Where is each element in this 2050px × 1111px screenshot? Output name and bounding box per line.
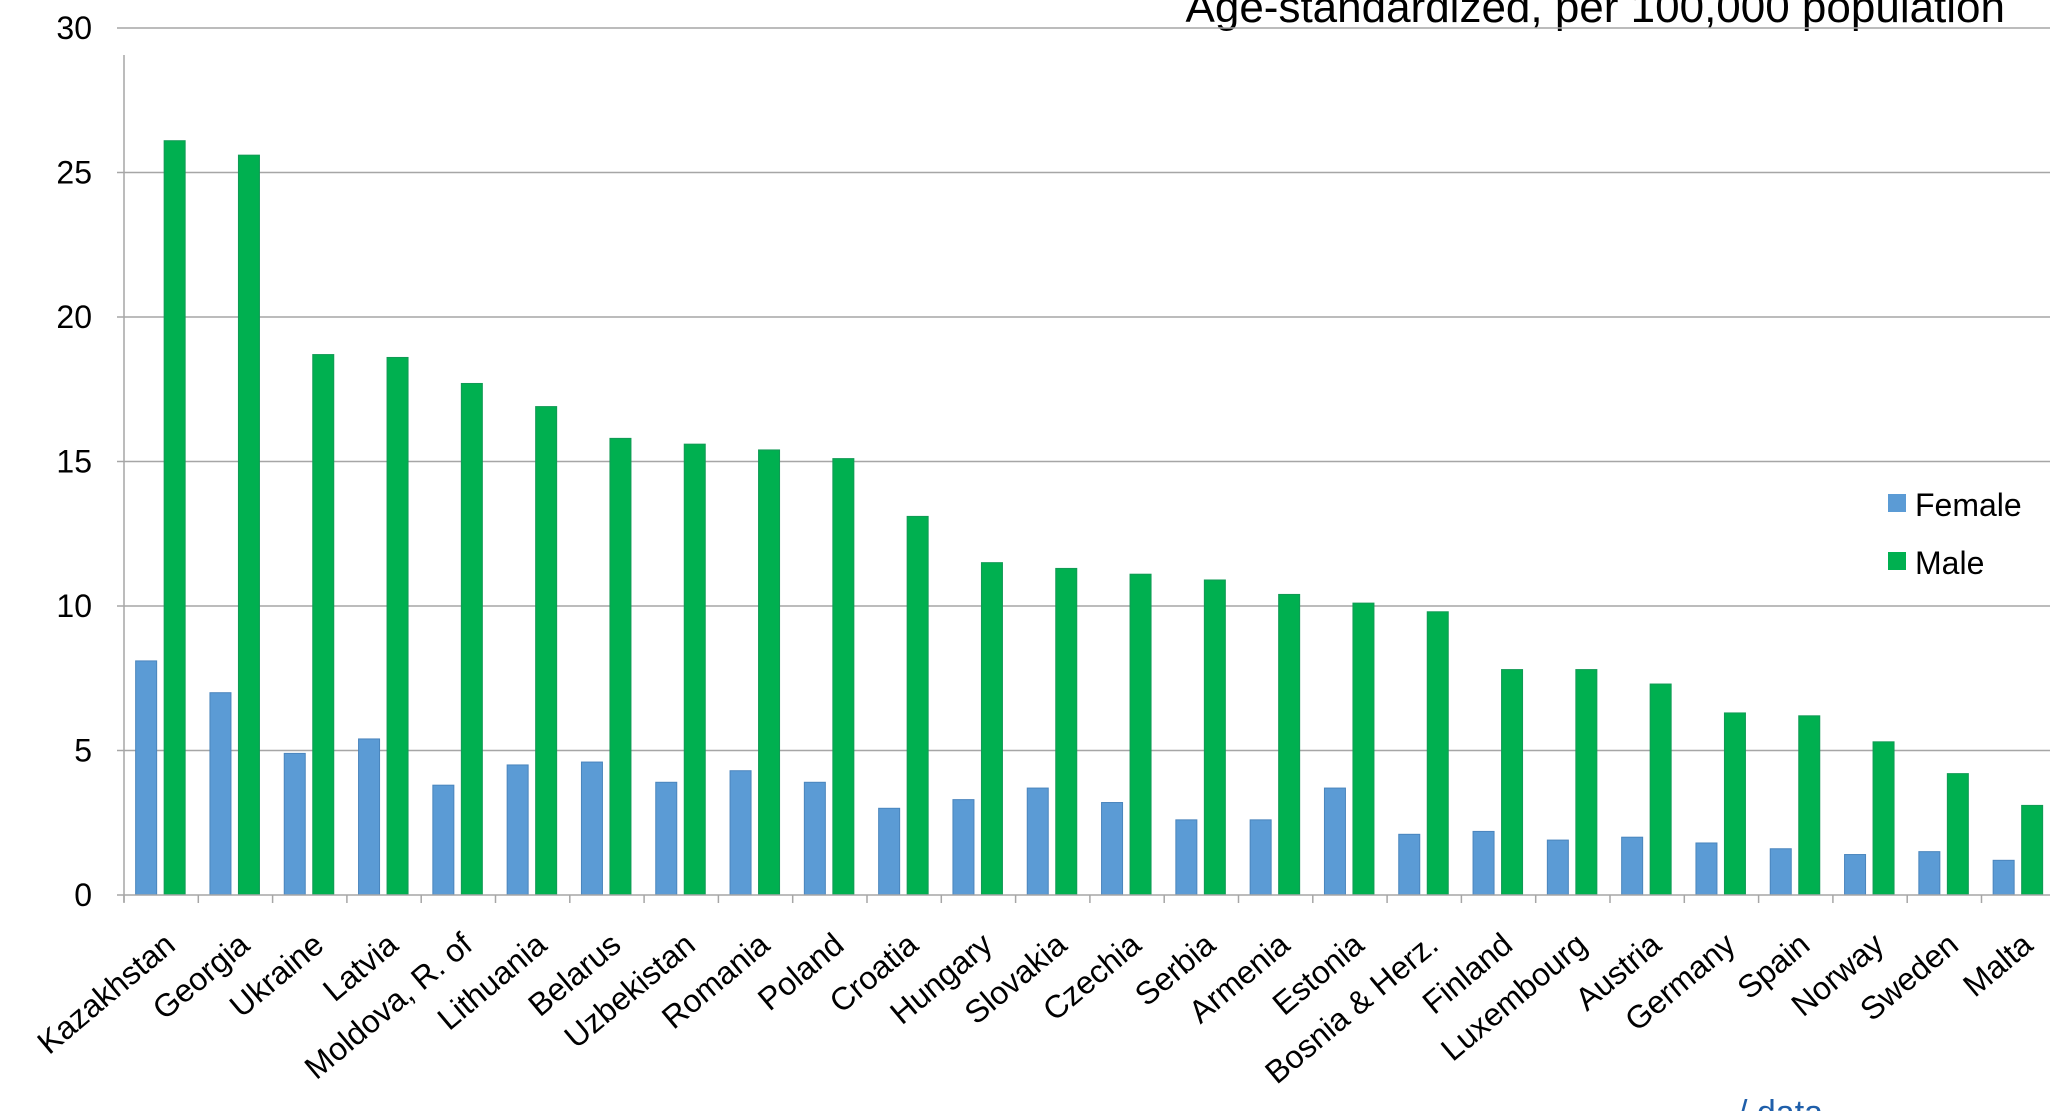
legend: Female Male bbox=[1888, 487, 2022, 581]
bar-female-belarus bbox=[580, 761, 603, 896]
y-tick-label: 30 bbox=[56, 10, 92, 46]
bar-female-malta bbox=[1992, 859, 2015, 896]
bar-male-serbia bbox=[1203, 579, 1226, 896]
y-tick-label: 5 bbox=[74, 733, 92, 769]
legend-label-male: Male bbox=[1915, 545, 1984, 581]
bar-female-slovakia bbox=[1026, 787, 1049, 896]
bar-male-moldova-r-of bbox=[460, 382, 483, 896]
bar-female-poland bbox=[803, 781, 826, 896]
bar-female-lithuania bbox=[506, 764, 529, 896]
bar-female-finland bbox=[1472, 830, 1495, 896]
y-tick-label: 20 bbox=[56, 299, 92, 335]
chart-title: Age-standardized, per 100,000 population bbox=[1186, 0, 2006, 32]
bar-male-belarus bbox=[609, 437, 632, 896]
bar-female-moldova-r-of bbox=[432, 784, 455, 896]
y-axis: 0 5 10 15 20 25 30 bbox=[56, 10, 125, 913]
bar-male-sweden bbox=[1946, 773, 1969, 896]
legend-label-female: Female bbox=[1915, 487, 2022, 523]
bar-male-malta bbox=[2021, 804, 2044, 896]
bar-female-kazakhstan bbox=[135, 660, 158, 896]
legend-swatch-female bbox=[1888, 494, 1906, 512]
bar-male-finland bbox=[1501, 669, 1524, 896]
bar-male-spain bbox=[1798, 715, 1821, 896]
bar-female-ukraine bbox=[283, 752, 306, 896]
bar-female-norway bbox=[1844, 854, 1867, 896]
footer-link[interactable]: / data bbox=[1738, 1094, 1823, 1111]
gridlines bbox=[124, 27, 2050, 752]
bar-male-poland bbox=[832, 458, 855, 896]
bar-male-hungary bbox=[980, 562, 1003, 896]
y-tick-label: 10 bbox=[56, 588, 92, 624]
bars bbox=[135, 140, 2044, 896]
bar-female-czechia bbox=[1101, 802, 1124, 896]
bar-male-georgia bbox=[237, 154, 260, 896]
y-tick-label: 25 bbox=[56, 155, 92, 191]
bar-male-kazakhstan bbox=[163, 140, 186, 896]
bar-male-lithuania bbox=[535, 406, 558, 896]
bar-male-romania bbox=[758, 449, 781, 896]
bar-female-spain bbox=[1769, 848, 1792, 896]
bar-female-uzbekistan bbox=[655, 781, 678, 896]
bar-male-armenia bbox=[1278, 593, 1301, 896]
bar-female-serbia bbox=[1175, 819, 1198, 896]
bar-male-austria bbox=[1649, 683, 1672, 896]
y-tick-label: 0 bbox=[74, 877, 92, 913]
bar-male-czechia bbox=[1129, 573, 1152, 896]
bar-female-armenia bbox=[1249, 819, 1272, 896]
bar-female-sweden bbox=[1918, 851, 1941, 896]
bar-male-ukraine bbox=[312, 354, 335, 896]
legend-swatch-male bbox=[1888, 552, 1906, 570]
bar-female-hungary bbox=[952, 799, 975, 896]
bar-male-estonia bbox=[1352, 602, 1375, 896]
bar-male-slovakia bbox=[1055, 567, 1078, 896]
y-tick-label: 15 bbox=[56, 444, 92, 480]
bar-male-luxembourg bbox=[1575, 669, 1598, 896]
bar-female-luxembourg bbox=[1546, 839, 1569, 896]
bar-male-latvia bbox=[386, 356, 409, 896]
bar-male-germany bbox=[1723, 712, 1746, 896]
bar-female-croatia bbox=[878, 807, 901, 896]
bar-female-germany bbox=[1695, 842, 1718, 896]
bar-male-bosnia-herz- bbox=[1426, 611, 1449, 896]
bar-female-estonia bbox=[1323, 787, 1346, 896]
bar-male-norway bbox=[1872, 741, 1895, 896]
bar-male-croatia bbox=[906, 515, 929, 896]
bar-female-romania bbox=[729, 770, 752, 896]
bar-male-uzbekistan bbox=[683, 443, 706, 896]
bar-female-bosnia-herz- bbox=[1398, 833, 1421, 896]
bar-female-latvia bbox=[358, 738, 381, 896]
bar-female-austria bbox=[1621, 836, 1644, 896]
bar-female-georgia bbox=[209, 692, 232, 896]
x-tick-label: Malta bbox=[1956, 926, 2039, 1004]
